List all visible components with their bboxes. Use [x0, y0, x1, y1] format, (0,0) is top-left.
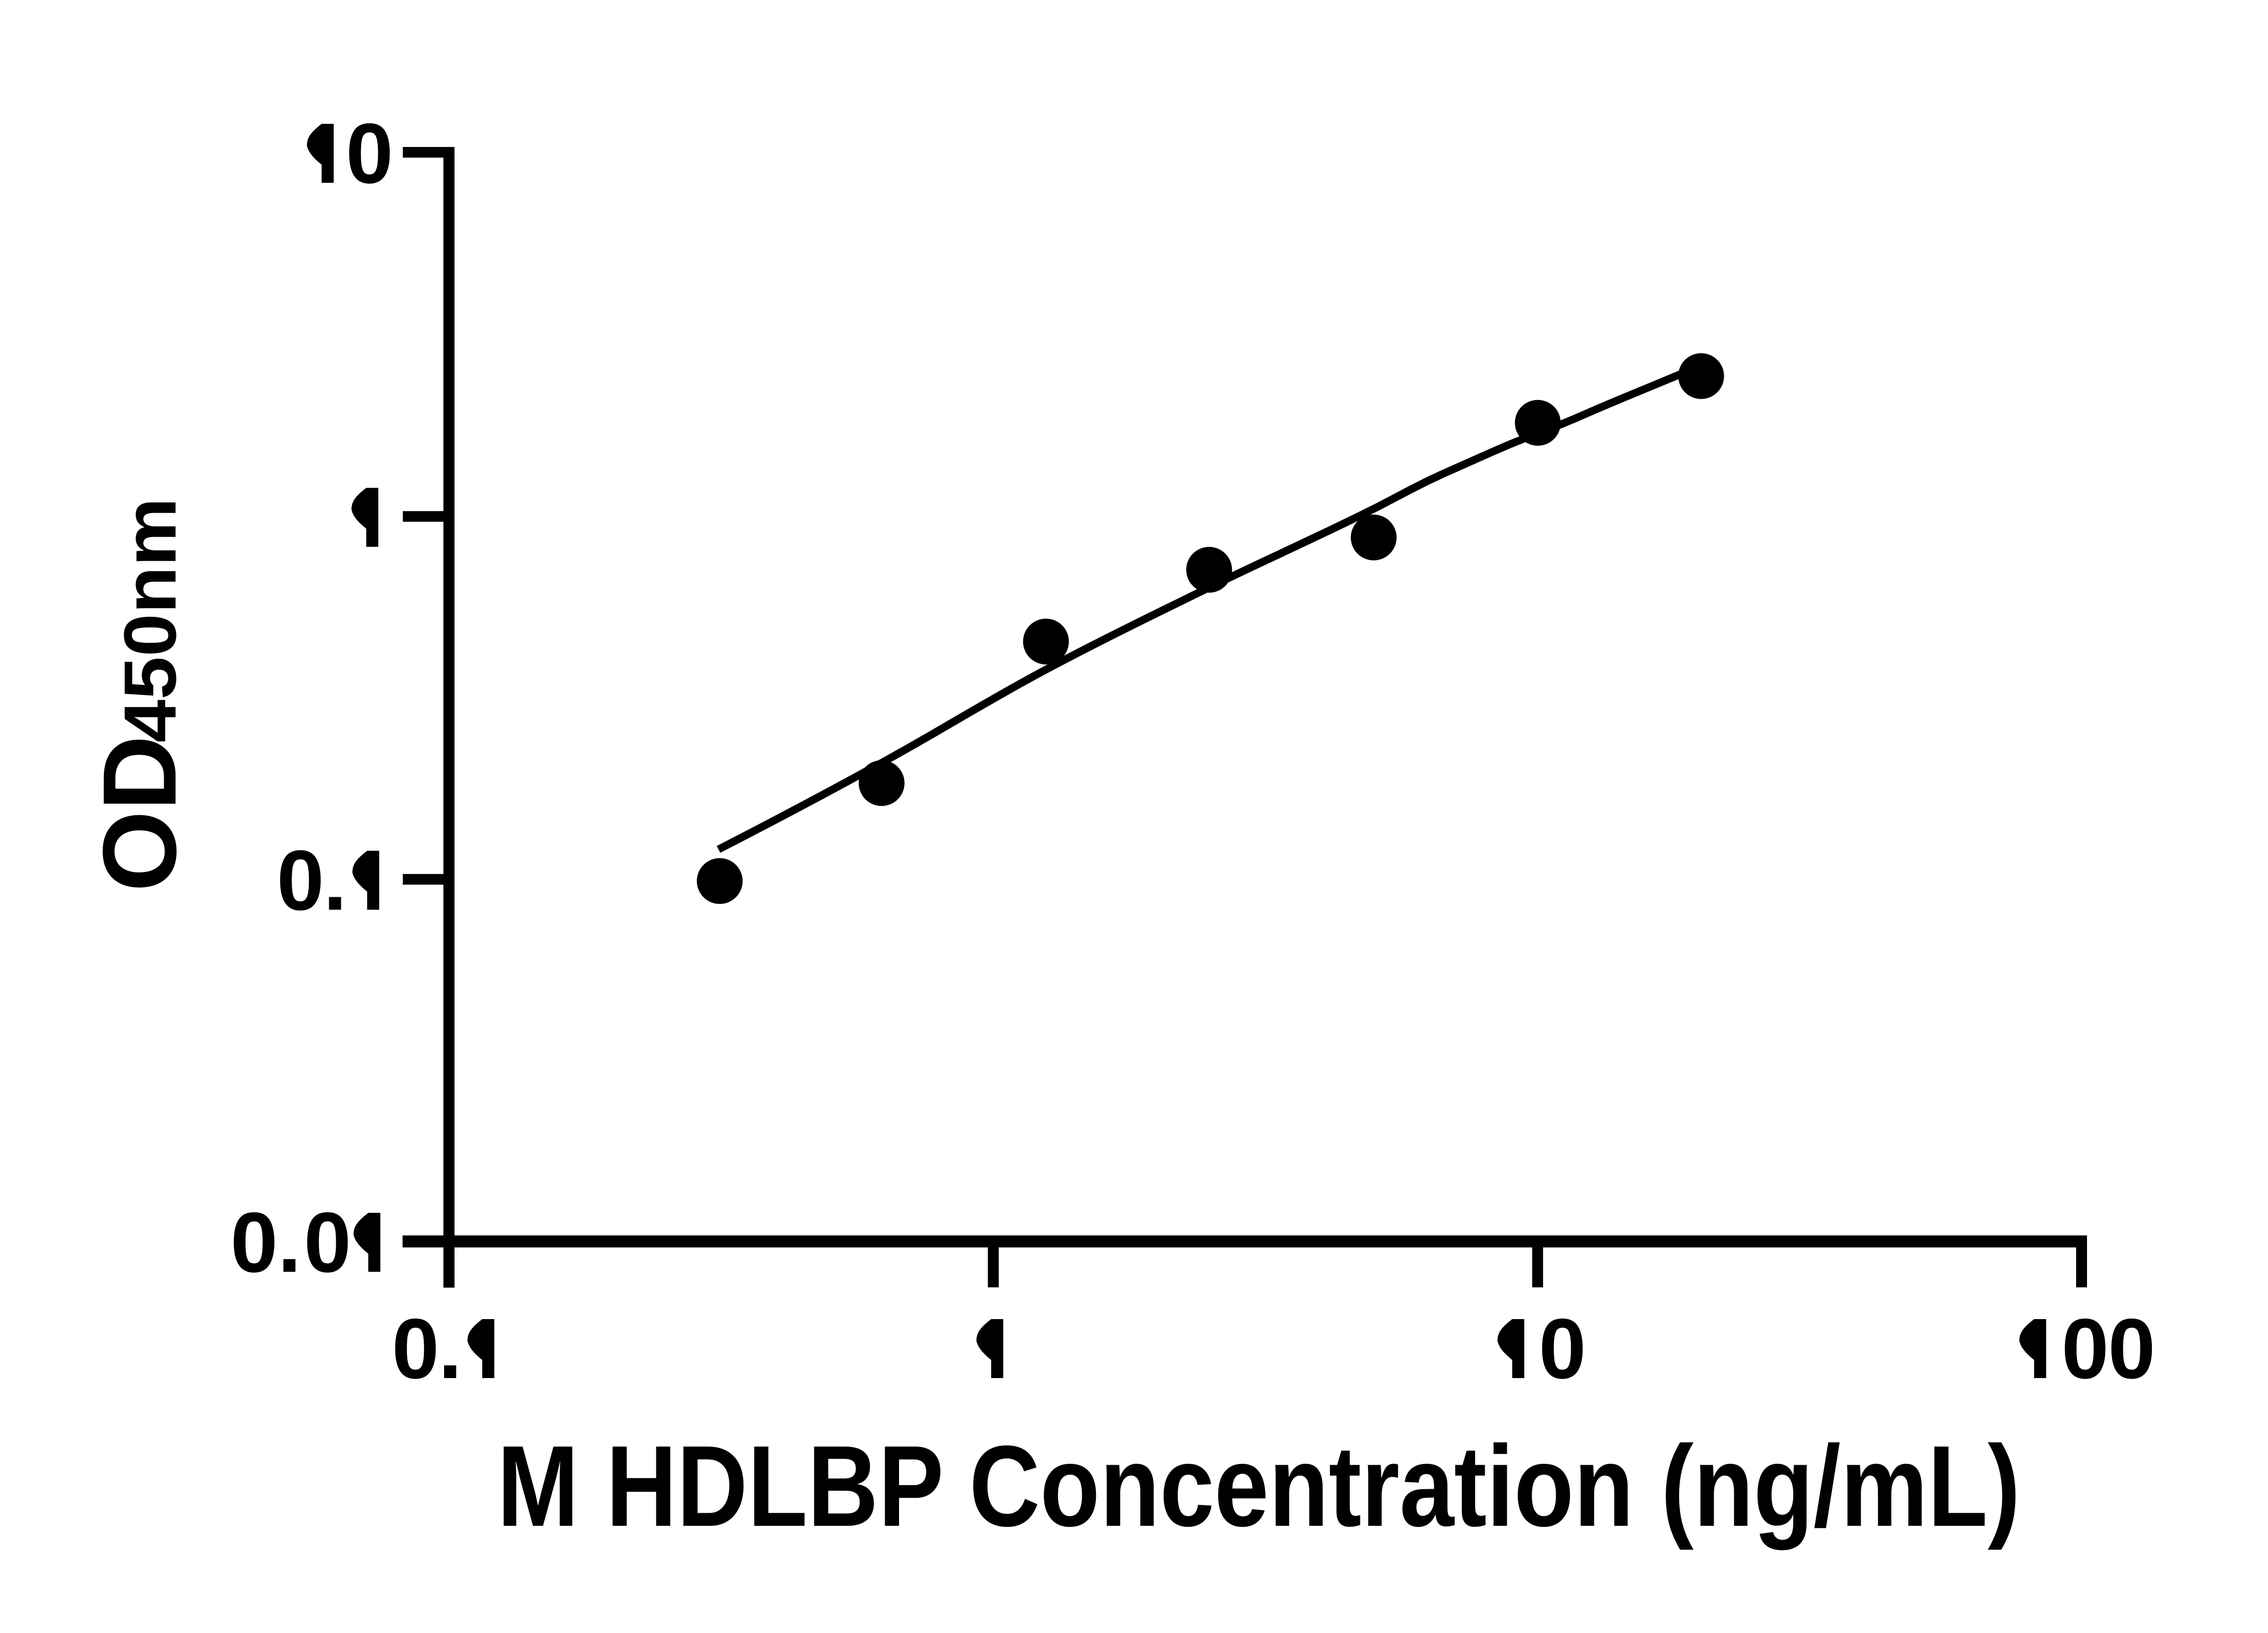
svg-text:0: 0	[230, 1195, 278, 1290]
svg-text:0: 0	[1539, 1301, 1586, 1396]
svg-text:0: 0	[277, 833, 324, 928]
svg-text:0: 0	[2062, 1301, 2109, 1396]
svg-text:OD450nm: OD450nm	[81, 498, 198, 892]
svg-text:M HDLBP Concentration (ng/mL): M HDLBP Concentration (ng/mL)	[497, 1422, 2020, 1550]
svg-text:0: 0	[392, 1301, 440, 1396]
svg-text:.: .	[278, 1195, 301, 1290]
svg-text:0: 0	[2108, 1301, 2156, 1396]
svg-text:0: 0	[346, 106, 393, 201]
svg-text:.: .	[438, 1301, 462, 1396]
svg-text:.: .	[323, 833, 347, 928]
svg-text:0: 0	[304, 1195, 352, 1290]
